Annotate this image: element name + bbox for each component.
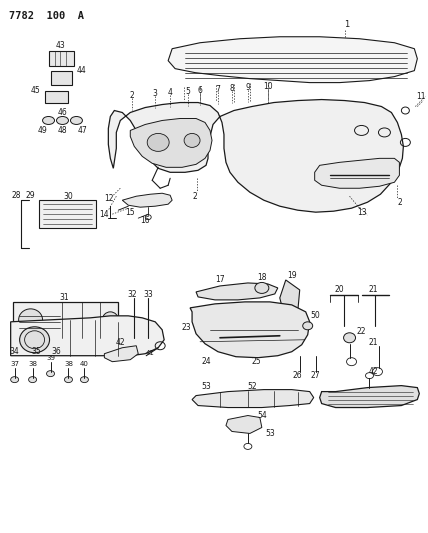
Text: 36: 36 [52, 347, 61, 356]
Text: 21: 21 [369, 286, 378, 294]
Text: 42: 42 [116, 338, 125, 348]
Text: 38: 38 [28, 361, 37, 367]
Ellipse shape [143, 336, 153, 343]
Text: 3: 3 [153, 89, 158, 98]
Text: 25: 25 [251, 357, 261, 366]
Text: 47: 47 [77, 126, 87, 135]
Ellipse shape [19, 309, 42, 331]
Polygon shape [168, 37, 417, 83]
Polygon shape [39, 200, 96, 228]
Ellipse shape [80, 377, 89, 383]
Text: 31: 31 [59, 293, 69, 302]
Text: 16: 16 [140, 216, 150, 224]
Text: 35: 35 [32, 347, 42, 356]
Text: 30: 30 [64, 192, 73, 201]
Text: 9: 9 [245, 83, 250, 92]
Polygon shape [130, 118, 212, 167]
Polygon shape [11, 316, 164, 356]
Text: 37: 37 [10, 361, 19, 367]
Text: 20: 20 [335, 286, 345, 294]
Text: 12: 12 [104, 193, 114, 203]
Text: 13: 13 [357, 208, 366, 217]
Ellipse shape [255, 282, 269, 293]
Text: 40: 40 [80, 361, 89, 367]
Text: 21: 21 [369, 338, 378, 348]
Text: 2: 2 [193, 192, 197, 201]
Text: 33: 33 [143, 290, 153, 300]
Polygon shape [196, 283, 278, 300]
Ellipse shape [47, 370, 54, 377]
Ellipse shape [344, 333, 356, 343]
Ellipse shape [29, 377, 36, 383]
Text: 23: 23 [181, 324, 191, 332]
Text: 27: 27 [311, 371, 321, 380]
Ellipse shape [102, 312, 118, 328]
Text: 5: 5 [186, 87, 190, 96]
Text: 2: 2 [397, 198, 402, 207]
Polygon shape [192, 390, 314, 408]
Text: 6: 6 [198, 86, 202, 95]
Ellipse shape [129, 336, 139, 343]
Text: 29: 29 [26, 191, 36, 200]
Text: 28: 28 [12, 191, 21, 200]
Text: 18: 18 [257, 273, 267, 282]
Text: 24: 24 [201, 357, 211, 366]
Text: 49: 49 [38, 126, 48, 135]
Text: 15: 15 [125, 208, 135, 217]
Ellipse shape [20, 327, 50, 353]
Text: 43: 43 [56, 41, 65, 50]
Polygon shape [315, 158, 399, 188]
Ellipse shape [11, 377, 19, 383]
Text: 41: 41 [146, 350, 155, 356]
Text: 54: 54 [257, 411, 267, 420]
Polygon shape [104, 346, 138, 362]
Polygon shape [280, 280, 300, 314]
Text: 10: 10 [263, 82, 273, 91]
Text: 38: 38 [64, 361, 73, 367]
Text: 34: 34 [10, 347, 20, 356]
Text: 53: 53 [265, 429, 275, 438]
Text: 50: 50 [311, 311, 321, 320]
Ellipse shape [56, 117, 68, 125]
Ellipse shape [71, 117, 83, 125]
Text: 42: 42 [369, 367, 378, 376]
Text: 32: 32 [128, 290, 137, 300]
Text: 11: 11 [416, 92, 426, 101]
Ellipse shape [65, 377, 72, 383]
Polygon shape [226, 416, 262, 433]
Ellipse shape [42, 117, 54, 125]
Polygon shape [122, 193, 172, 207]
Text: 44: 44 [77, 66, 86, 75]
Ellipse shape [184, 133, 200, 148]
Text: 4: 4 [168, 88, 172, 97]
Text: 39: 39 [46, 354, 55, 361]
Polygon shape [13, 302, 118, 338]
Ellipse shape [147, 133, 169, 151]
Text: 8: 8 [229, 84, 234, 93]
Text: 53: 53 [201, 382, 211, 391]
Text: 48: 48 [58, 126, 67, 135]
Text: 7782  100  A: 7782 100 A [9, 11, 83, 21]
Text: 7: 7 [216, 85, 220, 94]
Text: 22: 22 [357, 327, 366, 336]
Text: 19: 19 [287, 271, 297, 280]
Polygon shape [320, 385, 419, 408]
Text: 2: 2 [130, 91, 135, 100]
Polygon shape [51, 71, 72, 85]
Polygon shape [108, 100, 403, 212]
Text: 17: 17 [215, 276, 225, 285]
Polygon shape [45, 91, 68, 102]
Text: 14: 14 [100, 209, 109, 219]
Text: 46: 46 [58, 108, 67, 117]
Text: 45: 45 [31, 86, 41, 95]
Text: 26: 26 [293, 371, 303, 380]
Polygon shape [48, 51, 74, 66]
Polygon shape [190, 302, 310, 358]
Text: 1: 1 [344, 20, 349, 29]
Ellipse shape [303, 322, 313, 330]
Text: 52: 52 [247, 382, 257, 391]
